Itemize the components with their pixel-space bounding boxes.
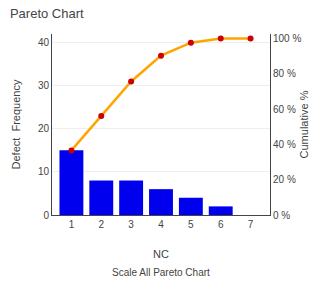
svg-text:80 %: 80 % bbox=[273, 68, 296, 79]
svg-text:10: 10 bbox=[38, 166, 50, 177]
svg-text:4: 4 bbox=[158, 219, 164, 230]
svg-text:NC: NC bbox=[153, 248, 169, 260]
svg-text:2: 2 bbox=[98, 219, 104, 230]
svg-text:3: 3 bbox=[128, 219, 134, 230]
svg-text:5: 5 bbox=[188, 219, 194, 230]
svg-text:Pareto Chart: Pareto Chart bbox=[10, 6, 84, 21]
svg-text:Defect Frequency: Defect Frequency bbox=[10, 79, 22, 169]
svg-text:40: 40 bbox=[38, 37, 50, 48]
svg-text:20: 20 bbox=[38, 123, 50, 134]
svg-text:20 %: 20 % bbox=[273, 174, 296, 185]
svg-text:6: 6 bbox=[218, 219, 224, 230]
svg-text:0 %: 0 % bbox=[273, 210, 290, 221]
svg-text:40 %: 40 % bbox=[273, 139, 296, 150]
svg-text:30: 30 bbox=[38, 80, 50, 91]
svg-text:7: 7 bbox=[248, 219, 254, 230]
svg-text:1: 1 bbox=[69, 219, 75, 230]
svg-text:60 %: 60 % bbox=[273, 104, 296, 115]
svg-text:Cumulative %: Cumulative % bbox=[298, 90, 310, 158]
svg-text:100 %: 100 % bbox=[273, 33, 301, 44]
svg-text:Scale All Pareto Chart: Scale All Pareto Chart bbox=[112, 267, 210, 278]
svg-text:0: 0 bbox=[43, 210, 49, 221]
